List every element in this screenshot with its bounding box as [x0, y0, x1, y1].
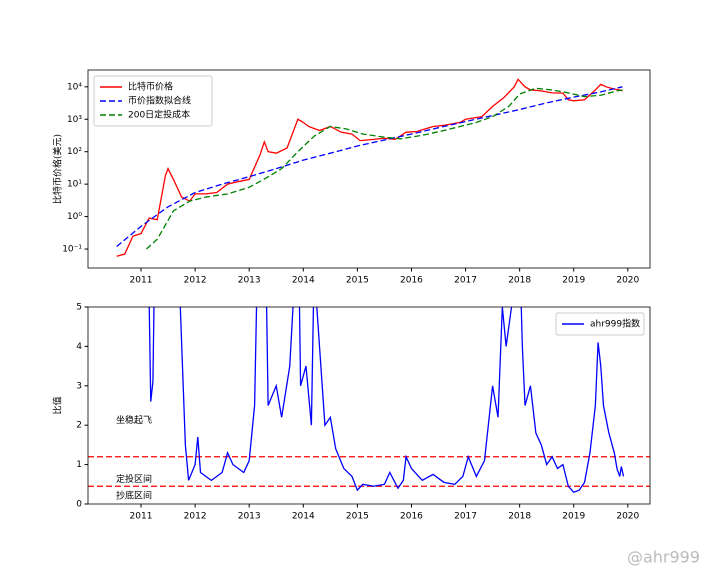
series-line [148, 307, 625, 493]
series-line [116, 78, 623, 257]
y-axis-label: 比特币价格(美元) [52, 134, 64, 204]
y-tick-label: 1 [76, 460, 82, 470]
series-line [145, 87, 623, 250]
x-tick-label: 2018 [508, 512, 531, 522]
legend-label: 比特币价格 [128, 81, 173, 93]
x-tick-label: 2011 [130, 276, 153, 286]
axes-frame [87, 69, 651, 269]
x-tick-label: 2011 [130, 512, 153, 522]
y-axis-label: 比值 [52, 396, 64, 414]
y-tick-label: 3 [76, 381, 82, 391]
y-tick-label: 10² [67, 147, 82, 157]
x-tick-label: 2018 [508, 276, 531, 286]
y-tick-label: 10⁴ [67, 82, 82, 92]
x-tick-label: 2016 [400, 512, 423, 522]
x-tick-label: 2013 [238, 512, 261, 522]
x-tick-label: 2016 [400, 276, 423, 286]
x-tick-label: 2012 [184, 276, 207, 286]
y-tick-label: 10¹ [67, 180, 82, 190]
annotation: 定投区间 [116, 473, 152, 485]
x-tick-label: 2020 [616, 512, 639, 522]
legend-box [93, 75, 213, 127]
y-tick-label: 4 [76, 342, 82, 352]
annotation: 坐稳起飞 [116, 414, 152, 426]
legend-label: 币价指数拟合线 [128, 95, 191, 107]
x-tick-label: 2014 [292, 512, 315, 522]
y-tick-label: 10³ [67, 115, 82, 125]
legend-box [555, 312, 645, 336]
x-tick-label: 2014 [292, 276, 315, 286]
y-tick-label: 0 [76, 500, 82, 510]
x-tick-label: 2020 [616, 276, 639, 286]
legend-label: 200日定投成本 [128, 109, 190, 121]
x-tick-label: 2015 [346, 276, 369, 286]
x-tick-label: 2017 [454, 276, 477, 286]
x-tick-label: 2019 [562, 512, 585, 522]
x-tick-label: 2012 [184, 512, 207, 522]
watermark: @ahr999 [627, 548, 700, 567]
series-line [116, 86, 623, 247]
annotation: 抄底区间 [116, 490, 152, 502]
legend-label: ahr999指数 [590, 318, 640, 330]
x-tick-label: 2013 [238, 276, 261, 286]
y-tick-label: 5 [76, 303, 82, 313]
x-tick-label: 2017 [454, 512, 477, 522]
y-tick-label: 10⁰ [67, 212, 82, 222]
y-tick-label: 10⁻¹ [62, 245, 82, 255]
x-tick-label: 2019 [562, 276, 585, 286]
x-tick-label: 2015 [346, 512, 369, 522]
y-tick-label: 2 [76, 421, 82, 431]
axes-frame [87, 306, 651, 505]
